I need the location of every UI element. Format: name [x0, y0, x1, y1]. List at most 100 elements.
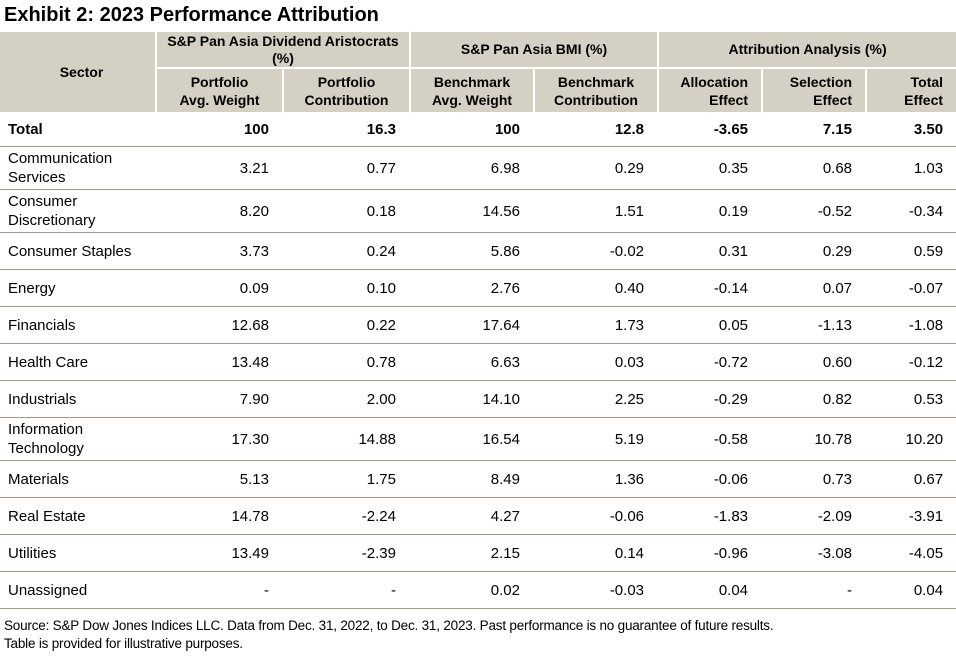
value-cell: - [282, 572, 409, 609]
table-row-unassigned: Unassigned - - 0.02 -0.03 0.04 - 0.04 [0, 572, 956, 609]
value-cell: 14.78 [155, 498, 282, 535]
value-cell: 0.60 [761, 344, 866, 381]
value-cell: 100 [409, 112, 533, 147]
value-cell: 16.3 [282, 112, 409, 147]
value-cell: 0.77 [282, 147, 409, 190]
value-cell: 14.88 [282, 418, 409, 461]
value-cell: -3.91 [865, 498, 956, 535]
sector-cell: Consumer Staples [0, 233, 155, 270]
value-cell: -1.13 [761, 307, 866, 344]
table-row-health-care: Health Care 13.48 0.78 6.63 0.03 -0.72 0… [0, 344, 956, 381]
value-cell: 10.78 [761, 418, 866, 461]
value-cell: 14.56 [409, 190, 533, 233]
table-row-financials: Financials 12.68 0.22 17.64 1.73 0.05 -1… [0, 307, 956, 344]
value-cell: -0.12 [865, 344, 956, 381]
value-cell: 12.8 [533, 112, 658, 147]
value-cell: 0.35 [657, 147, 762, 190]
col-header-portfolio-avg-weight: Portfolio Avg. Weight [155, 67, 282, 112]
value-cell: -1.08 [865, 307, 956, 344]
col-header-allocation-effect: Allocation Effect [657, 67, 762, 112]
value-cell: 6.63 [409, 344, 533, 381]
value-cell: 1.36 [533, 461, 658, 498]
col-header-benchmark-contribution: Benchmark Contribution [533, 67, 658, 112]
value-cell: -3.65 [657, 112, 762, 147]
value-cell: 17.30 [155, 418, 282, 461]
value-cell: -3.08 [761, 535, 866, 572]
value-cell: - [761, 572, 866, 609]
value-cell: 0.05 [657, 307, 762, 344]
value-cell: 7.15 [761, 112, 866, 147]
value-cell: 0.53 [865, 381, 956, 418]
value-cell: 8.49 [409, 461, 533, 498]
value-cell: -0.34 [865, 190, 956, 233]
value-cell: -0.14 [657, 270, 762, 307]
value-cell: 0.68 [761, 147, 866, 190]
value-cell: 0.78 [282, 344, 409, 381]
value-cell: -1.83 [657, 498, 762, 535]
col-header-total-effect: Total Effect [865, 67, 956, 112]
value-cell: - [155, 572, 282, 609]
value-cell: 100 [155, 112, 282, 147]
value-cell: 3.50 [865, 112, 956, 147]
source-note-line1: Source: S&P Dow Jones Indices LLC. Data … [4, 618, 774, 633]
col-group-dividend-aristocrats: S&P Pan Asia Dividend Aristocrats (%) [155, 32, 409, 67]
value-cell: -2.24 [282, 498, 409, 535]
value-cell: 0.24 [282, 233, 409, 270]
value-cell: 0.29 [761, 233, 866, 270]
value-cell: 0.67 [865, 461, 956, 498]
value-cell: 0.19 [657, 190, 762, 233]
table-row-information-technology: Information Technology 17.30 14.88 16.54… [0, 418, 956, 461]
source-note: Source: S&P Dow Jones Indices LLC. Data … [4, 617, 956, 653]
value-cell: 0.14 [533, 535, 658, 572]
value-cell: -2.39 [282, 535, 409, 572]
value-cell: -0.96 [657, 535, 762, 572]
value-cell: 3.73 [155, 233, 282, 270]
value-cell: 2.25 [533, 381, 658, 418]
value-cell: 0.59 [865, 233, 956, 270]
table-row-consumer-staples: Consumer Staples 3.73 0.24 5.86 -0.02 0.… [0, 233, 956, 270]
col-group-attribution-analysis: Attribution Analysis (%) [657, 32, 956, 67]
col-header-sector: Sector [0, 32, 155, 112]
source-note-line2: Table is provided for illustrative purpo… [4, 636, 243, 651]
value-cell: 0.09 [155, 270, 282, 307]
value-cell: -0.06 [533, 498, 658, 535]
value-cell: 3.21 [155, 147, 282, 190]
value-cell: -0.29 [657, 381, 762, 418]
value-cell: 0.04 [657, 572, 762, 609]
value-cell: 0.82 [761, 381, 866, 418]
sector-cell: Real Estate [0, 498, 155, 535]
table-row-utilities: Utilities 13.49 -2.39 2.15 0.14 -0.96 -3… [0, 535, 956, 572]
value-cell: 0.03 [533, 344, 658, 381]
value-cell: 4.27 [409, 498, 533, 535]
value-cell: -0.03 [533, 572, 658, 609]
sector-cell: Energy [0, 270, 155, 307]
sector-cell: Communication Services [0, 147, 155, 190]
table-row-total: Total 100 16.3 100 12.8 -3.65 7.15 3.50 [0, 112, 956, 147]
value-cell: -0.06 [657, 461, 762, 498]
value-cell: 0.40 [533, 270, 658, 307]
value-cell: -0.52 [761, 190, 866, 233]
sector-cell: Total [0, 112, 155, 147]
value-cell: 0.07 [761, 270, 866, 307]
value-cell: 14.10 [409, 381, 533, 418]
header-group-row: Sector S&P Pan Asia Dividend Aristocrats… [0, 32, 956, 112]
sector-cell: Financials [0, 307, 155, 344]
value-cell: 16.54 [409, 418, 533, 461]
table-row-industrials: Industrials 7.90 2.00 14.10 2.25 -0.29 0… [0, 381, 956, 418]
value-cell: 0.22 [282, 307, 409, 344]
sector-cell: Unassigned [0, 572, 155, 609]
sector-cell: Industrials [0, 381, 155, 418]
value-cell: -0.58 [657, 418, 762, 461]
value-cell: 17.64 [409, 307, 533, 344]
exhibit-title: Exhibit 2: 2023 Performance Attribution [4, 4, 379, 26]
table-row-communication-services: Communication Services 3.21 0.77 6.98 0.… [0, 147, 956, 190]
value-cell: 1.51 [533, 190, 658, 233]
value-cell: 0.31 [657, 233, 762, 270]
value-cell: -4.05 [865, 535, 956, 572]
value-cell: -0.02 [533, 233, 658, 270]
sector-cell: Utilities [0, 535, 155, 572]
col-group-pan-asia-bmi: S&P Pan Asia BMI (%) [409, 32, 658, 67]
value-cell: 0.18 [282, 190, 409, 233]
value-cell: -0.72 [657, 344, 762, 381]
